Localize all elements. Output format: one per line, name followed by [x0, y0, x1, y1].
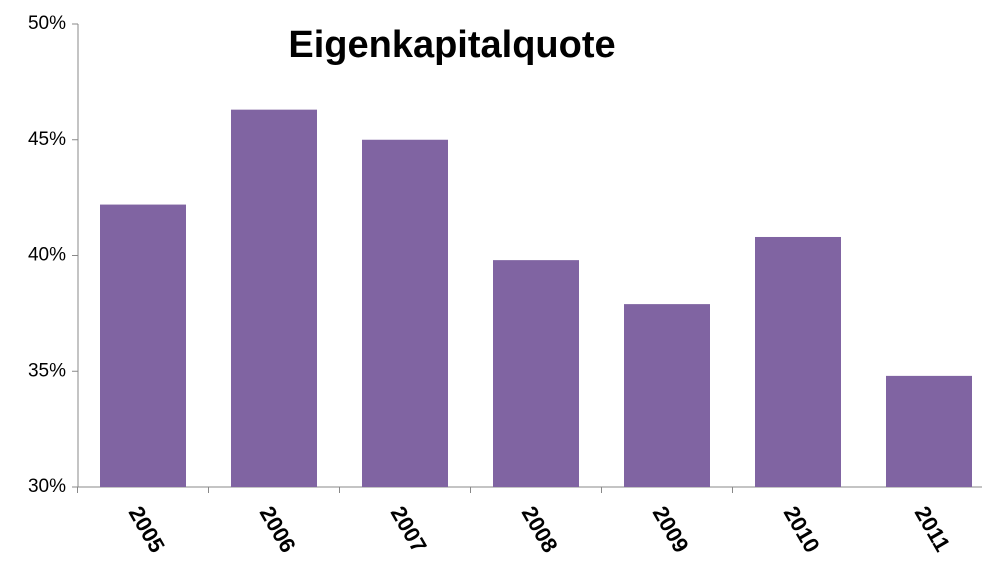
bar [755, 236, 841, 487]
bar [231, 109, 317, 487]
y-tick-label: 40% [28, 245, 66, 266]
x-tick-label: 2009 [648, 502, 694, 557]
bar [493, 260, 579, 487]
x-tick-label: 2007 [386, 502, 432, 557]
x-tick-label: 2006 [255, 502, 301, 557]
bar [100, 204, 186, 487]
bar [362, 139, 448, 487]
bar [624, 304, 710, 487]
y-tick-label: 45% [28, 129, 66, 150]
x-tick-label: 2011 [910, 502, 956, 556]
x-tick-label: 2008 [517, 502, 563, 557]
y-tick-label: 30% [28, 476, 66, 497]
bar [886, 375, 972, 487]
y-tick-label: 35% [28, 360, 66, 381]
y-tick-label: 50% [28, 13, 66, 34]
x-tick-label: 2005 [124, 502, 170, 557]
x-tick-label: 2010 [779, 502, 825, 557]
chart-title: Eigenkapitalquote [288, 24, 615, 66]
